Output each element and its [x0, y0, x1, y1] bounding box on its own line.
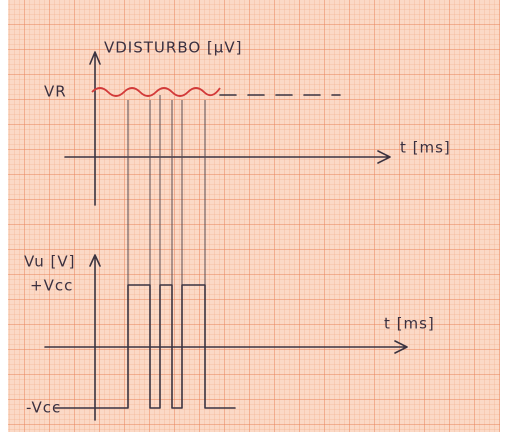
- x-label: t [ms]: [384, 315, 435, 333]
- reference-label: VR: [44, 83, 67, 101]
- y-label: VDISTURBO [μV]: [104, 39, 242, 57]
- high-level-label: +Vcc: [30, 277, 73, 295]
- sketch: VDISTURBO [μV] VR t [ms] Vu [V] +Vcc -Vc…: [0, 0, 510, 432]
- low-level-label: -Vcc: [26, 399, 61, 417]
- x-label: t [ms]: [400, 139, 451, 157]
- graph-grid: [8, 0, 500, 432]
- y-label: Vu [V]: [24, 253, 75, 271]
- page: {"top_graph": {"y_label": "VDISTURBO [μV…: [0, 0, 510, 432]
